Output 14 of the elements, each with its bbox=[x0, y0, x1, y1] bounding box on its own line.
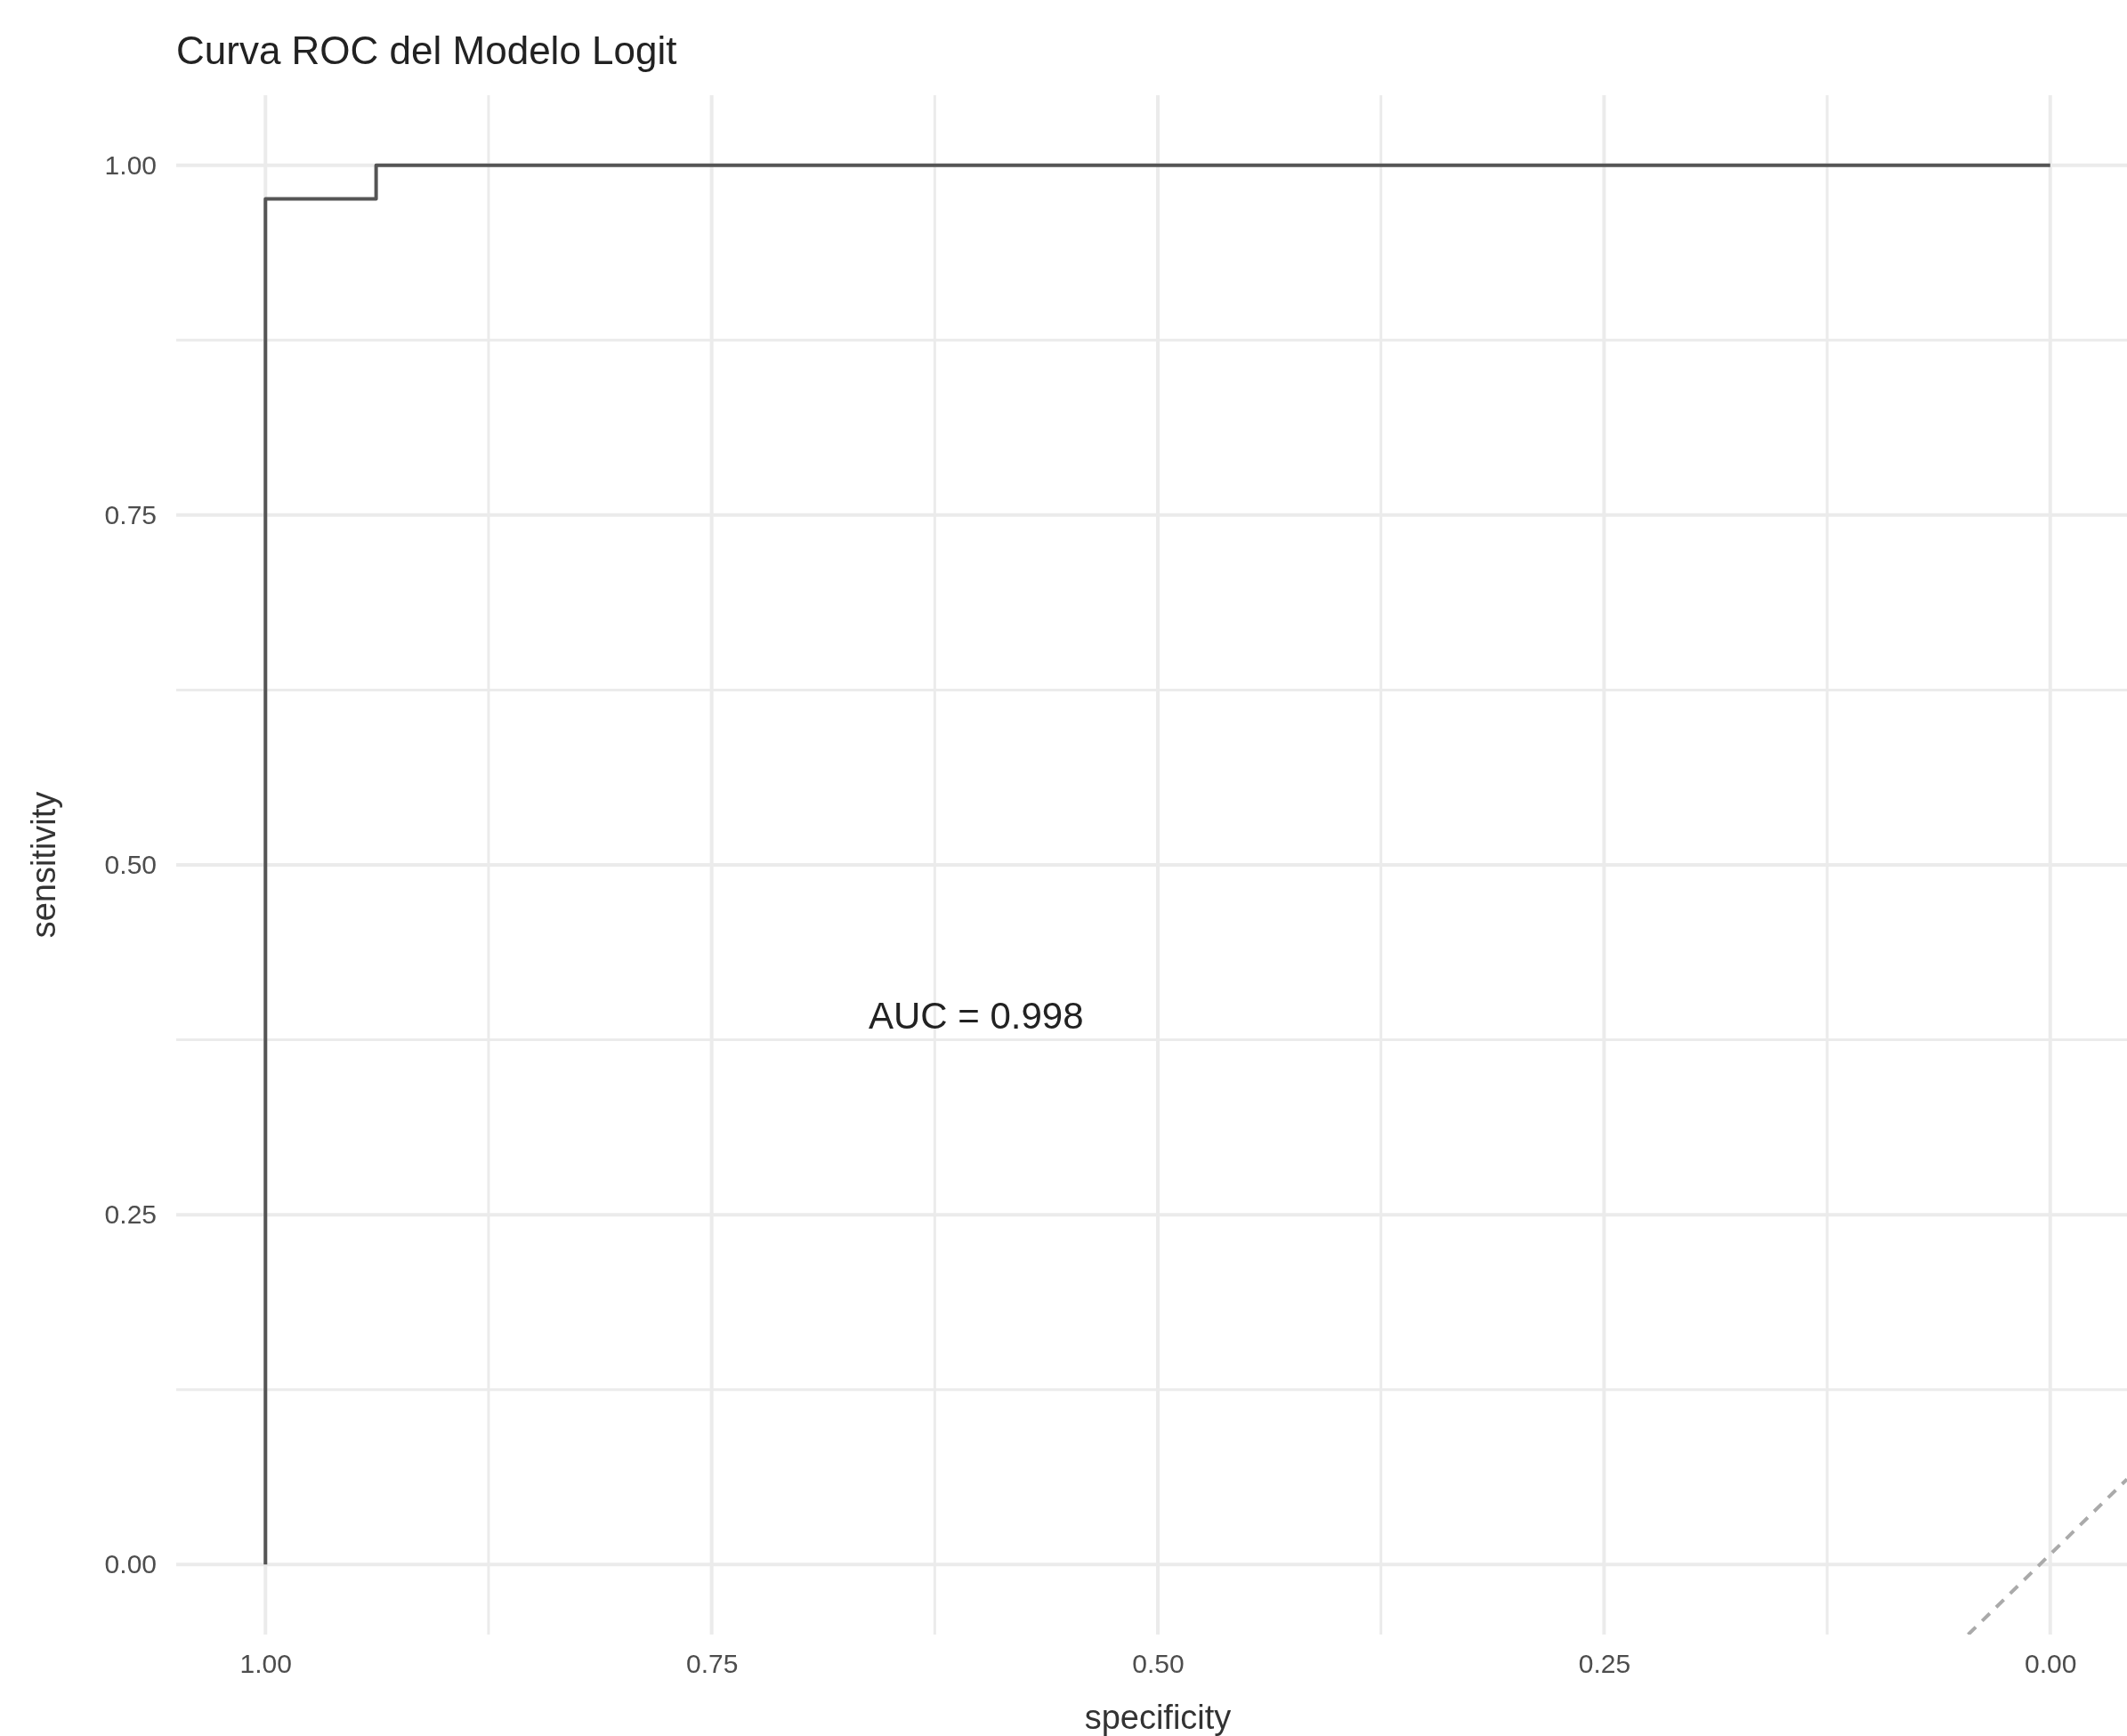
annotation: AUC = 0.998 bbox=[868, 995, 1084, 1038]
y-tick-label: 0.75 bbox=[104, 499, 157, 529]
x-tick-label: 0.25 bbox=[1578, 1649, 1631, 1679]
y-axis-title: sensitivity bbox=[25, 791, 62, 939]
x-tick-label: 0.75 bbox=[685, 1649, 739, 1679]
y-tick-label: 0.25 bbox=[104, 1199, 157, 1230]
y-tick-label: 1.00 bbox=[104, 149, 157, 180]
x-tick-label: 0.50 bbox=[1132, 1649, 1185, 1679]
y-tick-label: 0.00 bbox=[104, 1549, 157, 1579]
chart-title: Curva ROC del Modelo Logit bbox=[176, 28, 677, 72]
y-tick-label: 0.50 bbox=[104, 850, 157, 880]
x-tick-label: 0.00 bbox=[2025, 1649, 2077, 1679]
x-tick-label: 1.00 bbox=[239, 1649, 292, 1679]
x-axis-title: specificity bbox=[1084, 1699, 1232, 1736]
